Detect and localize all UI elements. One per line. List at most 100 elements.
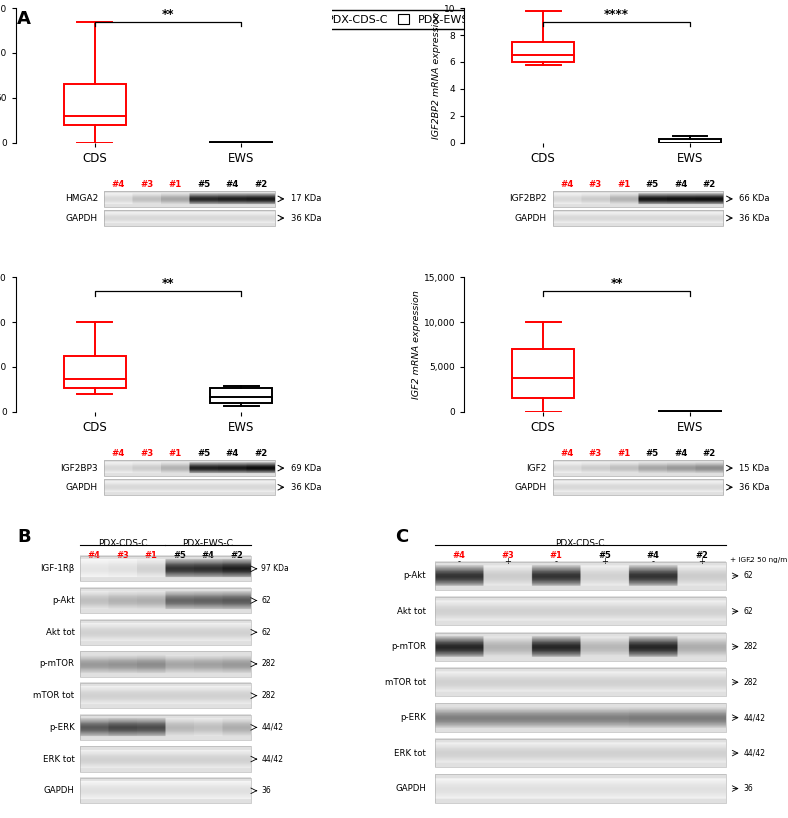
Text: #4: #4 <box>560 449 574 458</box>
Bar <box>435 739 726 767</box>
Bar <box>552 479 723 495</box>
Text: PDX-CDS-C: PDX-CDS-C <box>556 540 605 549</box>
Bar <box>435 703 726 732</box>
Text: IGF2: IGF2 <box>526 464 546 473</box>
Text: 282: 282 <box>744 677 758 686</box>
Text: #2: #2 <box>702 180 716 189</box>
Text: 44/42: 44/42 <box>262 723 284 732</box>
Text: #4: #4 <box>225 180 239 189</box>
Text: GAPDH: GAPDH <box>43 786 75 795</box>
Bar <box>512 42 574 62</box>
Text: #3: #3 <box>589 449 602 458</box>
Text: +: + <box>504 557 511 566</box>
Bar <box>104 479 275 495</box>
Text: GAPDH: GAPDH <box>65 213 98 222</box>
Text: 62: 62 <box>744 571 753 580</box>
Text: 69 KDa: 69 KDa <box>291 464 321 473</box>
Text: p-Akt: p-Akt <box>52 596 75 605</box>
Text: 282: 282 <box>744 642 758 651</box>
Text: #4: #4 <box>647 551 660 560</box>
Bar <box>80 746 251 771</box>
Text: #4: #4 <box>560 180 574 189</box>
Text: p-mTOR: p-mTOR <box>39 659 75 668</box>
Text: ERK tot: ERK tot <box>394 748 426 757</box>
Text: -: - <box>458 557 461 566</box>
Bar <box>104 210 275 226</box>
Text: ****: **** <box>604 8 629 21</box>
Text: p-ERK: p-ERK <box>49 723 75 732</box>
Text: 15 KDa: 15 KDa <box>739 464 769 473</box>
Text: 36 KDa: 36 KDa <box>739 213 770 222</box>
Text: #3: #3 <box>140 180 154 189</box>
Bar <box>80 683 251 708</box>
Bar <box>104 461 275 476</box>
Text: IGF-1Rβ: IGF-1Rβ <box>40 564 75 573</box>
Y-axis label: IGF2BP2 mRNA expression: IGF2BP2 mRNA expression <box>432 11 441 139</box>
Text: C: C <box>396 528 409 546</box>
Text: 36 KDa: 36 KDa <box>739 483 770 492</box>
Text: mTOR tot: mTOR tot <box>385 677 426 686</box>
Text: #4: #4 <box>112 449 125 458</box>
Bar <box>80 588 251 614</box>
Bar <box>552 210 723 226</box>
Text: mTOR tot: mTOR tot <box>33 691 75 700</box>
Text: 36 KDa: 36 KDa <box>291 483 321 492</box>
Text: #4: #4 <box>87 551 101 560</box>
Text: GAPDH: GAPDH <box>515 213 546 222</box>
Legend: PDX-CDS-C, PDX-EWS-C: PDX-CDS-C, PDX-EWS-C <box>303 10 485 29</box>
Bar <box>659 138 721 142</box>
Text: #2: #2 <box>254 180 267 189</box>
Text: 36 KDa: 36 KDa <box>291 213 321 222</box>
Text: **: ** <box>162 8 174 21</box>
Text: + IGF2 50 ng/mL: + IGF2 50 ng/mL <box>730 557 788 563</box>
Text: #5: #5 <box>197 449 210 458</box>
Text: #1: #1 <box>169 180 182 189</box>
Y-axis label: IGF2 mRNA expression: IGF2 mRNA expression <box>412 290 421 399</box>
Text: p-mTOR: p-mTOR <box>391 642 426 651</box>
Text: GAPDH: GAPDH <box>515 483 546 492</box>
Bar <box>210 388 273 402</box>
Bar <box>552 191 723 207</box>
Text: +: + <box>698 557 704 566</box>
Text: #5: #5 <box>197 180 210 189</box>
Text: #4: #4 <box>112 180 125 189</box>
Bar <box>80 556 251 582</box>
Text: GAPDH: GAPDH <box>65 483 98 492</box>
Text: 282: 282 <box>262 659 276 668</box>
Text: +: + <box>601 557 608 566</box>
Bar <box>435 775 726 802</box>
Text: 44/42: 44/42 <box>262 754 284 763</box>
Text: #4: #4 <box>674 449 687 458</box>
Bar <box>435 632 726 661</box>
Text: 282: 282 <box>262 691 276 700</box>
Text: #1: #1 <box>617 180 630 189</box>
Text: Akt tot: Akt tot <box>46 627 75 636</box>
Bar <box>80 651 251 676</box>
Bar <box>512 349 574 398</box>
Text: PDX-EWS-C: PDX-EWS-C <box>183 540 233 549</box>
Bar <box>435 562 726 590</box>
Text: ERK tot: ERK tot <box>43 754 75 763</box>
Text: 66 KDa: 66 KDa <box>739 195 770 204</box>
Text: **: ** <box>162 277 174 290</box>
Text: #5: #5 <box>173 551 186 560</box>
Text: #5: #5 <box>598 551 611 560</box>
Text: #3: #3 <box>140 449 154 458</box>
Text: PDX-CDS-C: PDX-CDS-C <box>98 540 147 549</box>
Text: B: B <box>17 528 31 546</box>
Text: #5: #5 <box>645 449 659 458</box>
Text: HMGA2: HMGA2 <box>65 195 98 204</box>
Text: 62: 62 <box>744 607 753 616</box>
Bar <box>64 356 126 388</box>
Text: #4: #4 <box>202 551 214 560</box>
Text: IGF2BP2: IGF2BP2 <box>509 195 546 204</box>
Bar <box>64 84 126 124</box>
Text: -: - <box>749 557 751 566</box>
Text: -: - <box>555 557 558 566</box>
Text: #1: #1 <box>550 551 563 560</box>
Text: 44/42: 44/42 <box>744 713 766 722</box>
Bar <box>80 715 251 740</box>
Text: 44/42: 44/42 <box>744 748 766 757</box>
Bar <box>104 191 275 207</box>
Text: p-Akt: p-Akt <box>403 571 426 580</box>
